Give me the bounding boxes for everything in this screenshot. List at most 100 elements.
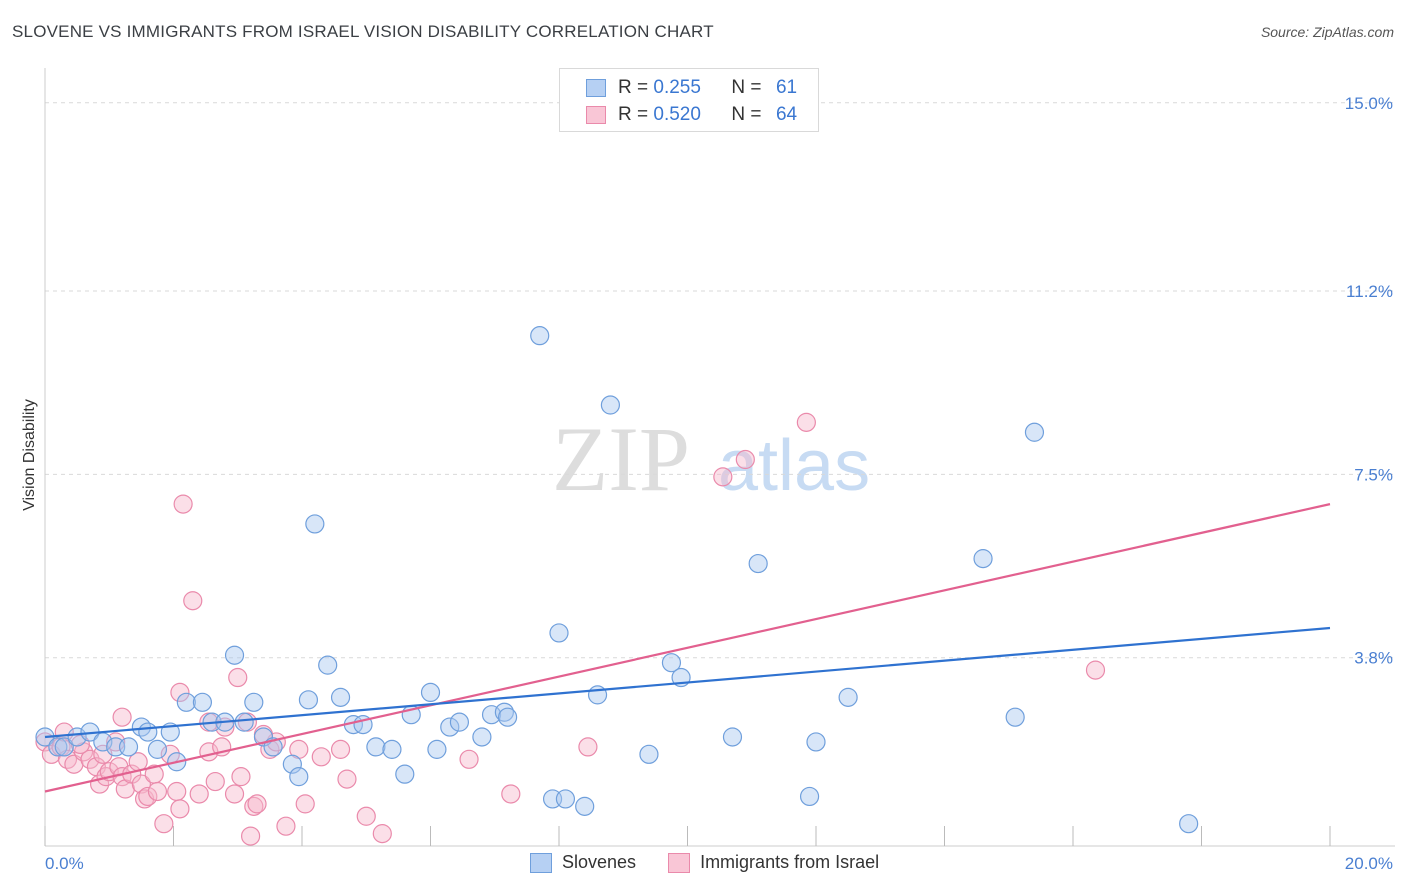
trend-lines [44,503,1331,793]
israel-point [205,771,225,792]
legend-row-slovenes: R = 0.255 N = 61 [586,77,797,99]
israel-point [247,794,267,814]
slovenes-point [330,687,351,707]
israel-point [276,816,296,836]
israel-point [796,412,816,432]
slovenes-point [799,786,820,807]
slovenes-point [449,712,470,732]
slovenes-point [748,553,768,574]
slovenes-points [35,326,1199,834]
x-tick-label: 20.0% [1345,854,1393,873]
x-tick-label: 0.0% [45,854,84,873]
slovenes-point [639,744,659,764]
slovenes-point [366,737,386,757]
stats-legend: R = 0.255 N = 61 R = 0.520 N = 64 [559,68,819,132]
israel-point [311,747,331,767]
series-legend: Slovenes Immigrants from Israel [530,852,911,873]
israel-point [173,494,193,514]
slovenes-point [1005,707,1025,727]
legend-r-label: R = [618,77,649,98]
israel-point [337,769,357,789]
legend-r-label: R = [618,104,649,125]
slovenes-point [192,692,213,712]
slovenes-point [498,707,518,727]
israel-point [735,449,755,470]
slovenes-point [838,687,858,707]
slovenes-point [530,326,550,346]
israel-point [578,737,598,757]
israel-point [501,784,521,804]
legend-row-israel: R = 0.520 N = 64 [586,104,797,126]
israel-point [241,826,261,846]
legend-label-israel: Immigrants from Israel [700,852,880,872]
slovenes-point [661,653,682,673]
slovenes-point [1024,422,1045,442]
israel-point [372,824,392,844]
slovenes-point [395,764,415,784]
legend-swatch-israel [586,106,606,124]
slovenes-point [176,692,196,712]
watermark-zip: ZIP [552,408,690,510]
slovenes-point [1179,814,1199,834]
slovenes-point [54,737,74,757]
y-tick-label: 7.5% [1354,465,1393,484]
y-tick-label: 15.0% [1345,94,1393,113]
slovenes-point [305,514,325,534]
slovenes-point [48,737,68,757]
y-tick-label: 11.2% [1346,282,1393,301]
slovenes-point [555,789,576,809]
watermark-atlas: atlas [718,426,870,506]
israel-point [138,786,158,807]
israel-point [112,707,132,727]
slovenes-point [147,739,168,759]
israel-point [356,806,376,826]
slovenes-point [806,732,826,752]
israel-point [459,749,479,769]
israel-point [295,794,315,814]
israel-point [189,784,209,804]
israel-point [131,774,151,794]
legend-r-value: 0.520 [653,104,701,125]
slovenes-point [549,623,569,643]
israel-point [170,799,190,819]
legend-label-slovenes: Slovenes [562,852,637,872]
israel-point [713,467,733,487]
legend-n-label: N = [731,104,762,125]
slovenes-point [420,682,441,703]
israel-point [147,781,168,802]
tick-labels: 3.8% 7.5% 11.2% 15.0% 0.0% 20.0% [45,94,1393,873]
israel-point [228,667,248,688]
legend-item-israel[interactable]: Immigrants from Israel [668,852,879,873]
gridlines [45,102,1395,659]
slovenes-point [600,395,621,415]
y-axis-label: Vision Disability [21,399,38,511]
legend-n-value: 61 [775,77,798,98]
slovenes-point [973,549,993,569]
israel-point [183,591,203,611]
slovenes-point [472,727,492,747]
slovenes-point [722,727,743,747]
slovenes-point [318,655,338,675]
watermark: ZIP atlas [552,408,870,510]
source-label: Source: ZipAtlas.com [1260,24,1394,40]
chart-title: SLOVENE VS IMMIGRANTS FROM ISRAEL VISION… [12,22,714,41]
slovenes-point [224,645,245,665]
y-tick-label: 3.8% [1354,649,1393,668]
legend-swatch-slovenes [586,79,606,97]
slovenes-point [138,722,158,742]
legend-r-value: 0.255 [653,77,701,98]
israel-point [170,682,190,703]
israel-point [80,749,100,769]
israel-trend-line [44,503,1331,793]
slovenes-point [298,690,319,710]
slovenes-trend-line [44,626,1331,739]
legend-item-slovenes[interactable]: Slovenes [530,852,636,873]
slovenes-point [282,754,302,774]
slovenes-point [440,717,460,737]
israel-point [231,767,251,787]
slovenes-point [244,692,264,712]
slovenes-point [67,727,87,747]
slovenes-point [382,739,402,759]
legend-swatch-israel [668,852,691,873]
